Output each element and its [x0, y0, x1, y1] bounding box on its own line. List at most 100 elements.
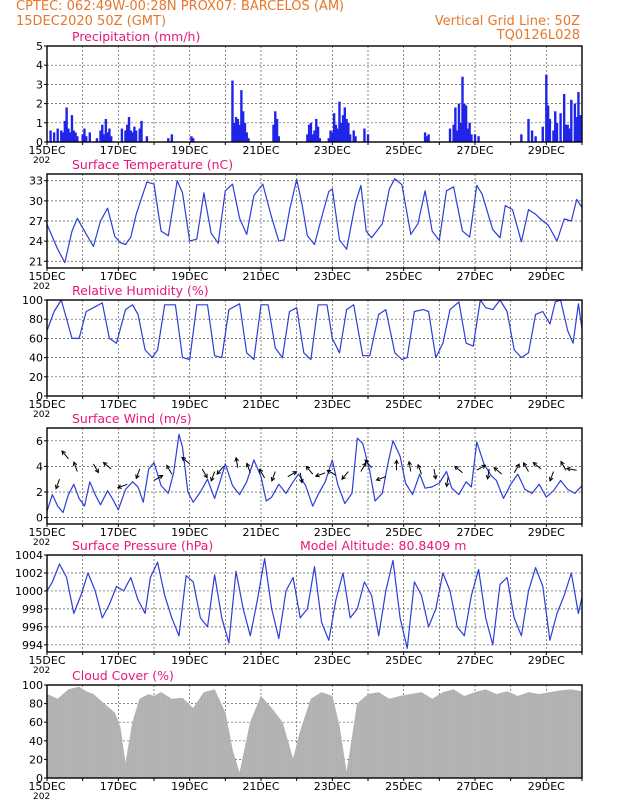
y-tick-label: 998: [22, 603, 43, 616]
precip-bar: [85, 136, 88, 142]
wind-arrow: [305, 466, 314, 475]
precip-bar: [236, 118, 240, 142]
rh-title: Relative Humidity (%): [72, 283, 209, 298]
wind-arrowhead: [210, 476, 215, 482]
y-tick-label: 33: [29, 175, 43, 188]
precip-bar: [568, 128, 571, 142]
precip-bar: [343, 107, 347, 142]
precip-bar: [554, 111, 557, 142]
y-tick-label: 4: [36, 59, 43, 72]
x-tick-label: 19DEC: [171, 144, 208, 157]
precip-bar: [274, 111, 277, 142]
wind-arrow: [364, 459, 372, 469]
y-tick-label: 60: [29, 716, 43, 729]
wind-arrow: [287, 471, 297, 478]
precip-bar: [331, 132, 334, 142]
precip-bar: [277, 136, 281, 142]
x-tick-label: 29DEC: [528, 144, 565, 157]
precip-bar: [457, 103, 461, 142]
x-tick-label: 23DEC: [314, 270, 351, 283]
precip-bar: [60, 130, 63, 142]
wind-arrow: [166, 465, 173, 475]
cloud-cover-area: [46, 686, 583, 779]
y-tick-label: 80: [29, 313, 43, 326]
wind-arrowhead: [515, 463, 520, 469]
precip-bar: [541, 126, 544, 142]
precip-bar: [338, 101, 341, 142]
wind-arrow: [360, 462, 367, 472]
precip-bar: [520, 134, 523, 142]
precip-bar: [49, 130, 52, 142]
wind-arrowhead: [364, 459, 370, 465]
x-tick-label: 17DEC: [100, 398, 137, 411]
y-tick-label: 21: [29, 255, 43, 268]
wind-arrow: [493, 467, 503, 475]
x-tick-label: 19DEC: [171, 654, 208, 667]
precip-bar: [334, 124, 338, 142]
y-tick-label: 20: [29, 371, 43, 384]
x-year-label: 202: [33, 666, 50, 676]
x-tick-label: 21DEC: [242, 526, 279, 539]
precip-bar: [306, 134, 309, 142]
precip-bar: [340, 122, 343, 142]
precip-bar: [473, 134, 477, 142]
wind-arrow: [487, 468, 490, 479]
wind-arrowhead: [102, 461, 108, 467]
wind-arrow: [560, 461, 567, 471]
precip-bar: [575, 117, 578, 142]
precip-bar: [336, 128, 339, 142]
precip-bar: [318, 138, 322, 142]
precip-bar: [108, 128, 111, 142]
x-tick-label: 15DEC: [28, 398, 65, 411]
precip-bar: [454, 107, 457, 142]
x-tick-label: 17DEC: [100, 526, 137, 539]
precip-bar: [345, 118, 348, 142]
wind-arrowhead: [444, 482, 450, 488]
precip-bar: [307, 124, 311, 142]
wind-arrow: [135, 468, 141, 479]
precip-bar: [311, 134, 314, 142]
x-tick-label: 23DEC: [314, 144, 351, 157]
precip-bar: [56, 128, 59, 142]
wind-arrow: [513, 463, 520, 474]
precip-bar: [545, 74, 548, 142]
precip-bar: [562, 94, 566, 142]
x-tick-label: 25DEC: [385, 398, 422, 411]
station-label: CPTEC: 062:49W-00:28N PROX07: BARCELOS (…: [16, 0, 345, 14]
precip-bar: [241, 111, 245, 142]
precip-bar: [124, 130, 127, 142]
precip-bar: [192, 138, 195, 142]
precip-bar: [67, 128, 70, 142]
x-tick-label: 19DEC: [171, 526, 208, 539]
y-tick-label: 5: [36, 40, 43, 53]
x-tick-label: 19DEC: [171, 398, 208, 411]
precip-bar: [452, 124, 455, 142]
precip-bar: [309, 122, 313, 142]
y-tick-label: 80: [29, 698, 43, 711]
precip-bar: [548, 118, 552, 142]
x-year-label: 202: [33, 410, 50, 420]
precip-bar: [99, 130, 102, 142]
precip-bar: [102, 134, 106, 142]
x-tick-label: 17DEC: [100, 654, 137, 667]
precip-bar: [81, 134, 84, 142]
x-tick-label: 25DEC: [385, 144, 422, 157]
x-tick-label: 21DEC: [242, 270, 279, 283]
wind-arrow: [417, 464, 422, 475]
wind-arrow: [246, 463, 251, 473]
wind-arrow: [376, 476, 387, 481]
precip-bar: [423, 132, 427, 142]
y-tick-label: 1004: [15, 549, 43, 562]
y-tick-label: 20: [29, 753, 43, 766]
x-tick-label: 15DEC: [28, 654, 65, 667]
precip-bar: [461, 76, 464, 142]
precip-bar: [455, 130, 459, 142]
x-year-label: 202: [33, 282, 50, 292]
precip-bar: [138, 128, 141, 142]
precip-bar: [126, 124, 129, 142]
precip-bar: [68, 132, 72, 142]
precip-bar: [448, 128, 452, 142]
x-tick-label: 19DEC: [171, 270, 208, 283]
precip-bar: [546, 105, 550, 142]
